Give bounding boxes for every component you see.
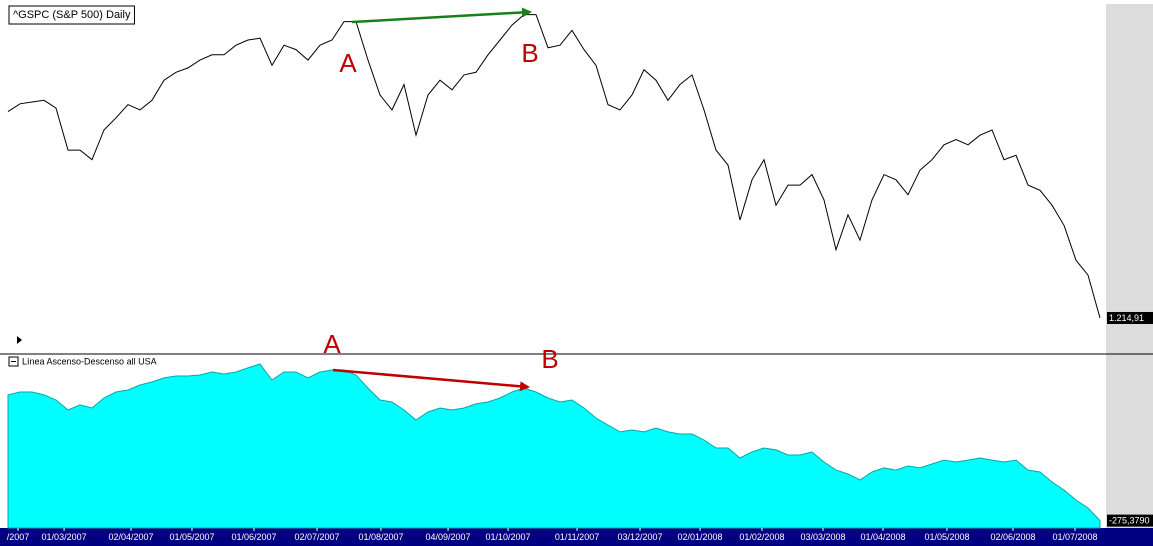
x-tick-label: 02/01/2008	[678, 532, 723, 542]
x-tick-label: 01/05/2007	[169, 532, 214, 542]
price-line	[7, 14, 1101, 319]
x-tick-label: 02/07/2007	[294, 532, 339, 542]
annotation-label: B	[521, 38, 538, 68]
x-tick-label: 01/11/2007	[555, 532, 599, 542]
x-tick-label: 01/02/2008	[739, 532, 784, 542]
panel-title-box	[8, 5, 135, 25]
x-tick-label: 01/05/2008	[924, 532, 969, 542]
last-value-box	[1107, 514, 1153, 527]
panel-title: ^GSPC (S&P 500) Daily	[13, 9, 131, 21]
x-tick-label: 01/03/2007	[42, 532, 87, 542]
x-tick-label: 01/10/2007	[486, 532, 531, 542]
annotation-label: A	[339, 48, 357, 78]
annotation-arrow	[332, 368, 530, 392]
x-tick-label: 03/12/2007	[618, 532, 663, 542]
price-scale-strip	[1106, 4, 1153, 528]
last-value-label: 1.214,91	[1109, 313, 1144, 323]
x-tick-label: 01/08/2007	[358, 532, 403, 542]
expand-icon	[17, 336, 22, 344]
last-value-box	[1107, 311, 1153, 324]
x-tick-label: 03/03/2008	[800, 532, 845, 542]
annotation-arrow	[351, 7, 532, 24]
x-tick-label: 02/06/2008	[990, 532, 1035, 542]
x-tick-label: 01/07/2008	[1052, 532, 1097, 542]
x-tick-label: 02/04/2007	[109, 532, 154, 542]
x-axis-bar	[0, 528, 1153, 546]
ad-area	[7, 363, 1101, 529]
panel-title: Línea Ascenso-Descenso all USA	[22, 356, 157, 366]
x-tick-label: /2007	[7, 532, 30, 542]
x-tick-label: 01/06/2007	[231, 532, 276, 542]
annotation-label: B	[541, 344, 558, 374]
last-value-label: -275,3790	[1109, 515, 1150, 525]
x-tick-label: 04/09/2007	[426, 532, 471, 542]
annotation-label: A	[323, 329, 341, 359]
x-tick-label: 01/04/2008	[860, 532, 905, 542]
